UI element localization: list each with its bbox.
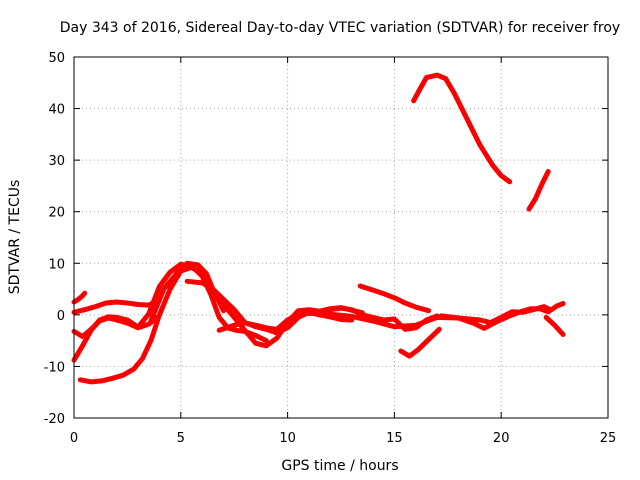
y-tick-label: -10 (44, 360, 65, 375)
series-marks-arc-4 (73, 263, 267, 361)
series-marks-arc-5 (80, 266, 363, 383)
series-arc-15 (543, 314, 566, 337)
series-marks-arc-12 (441, 302, 564, 329)
chart-title: Day 343 of 2016, Sidereal Day-to-day VTE… (60, 20, 620, 36)
y-tick-label: -20 (44, 412, 65, 427)
x-tick-label: 5 (177, 431, 185, 446)
series-arc-1 (71, 296, 162, 315)
series-layer (71, 72, 566, 385)
y-tick-label: 10 (48, 257, 65, 272)
x-tick-labels: 0 5 10 15 20 25 (70, 431, 616, 446)
y-tick-labels: -20 -10 0 10 20 30 40 50 (44, 51, 65, 427)
y-tick-label: 30 (48, 154, 65, 169)
ticks (73, 56, 609, 419)
x-tick-label: 15 (386, 431, 403, 446)
y-tick-label: 0 (57, 309, 65, 324)
y-tick-label: 40 (48, 103, 65, 118)
y-tick-label: 50 (48, 51, 65, 66)
x-tick-label: 25 (600, 431, 617, 446)
x-tick-label: 0 (70, 431, 78, 446)
series-marks-arc-11 (400, 328, 440, 357)
series-arc-13 (411, 72, 513, 185)
series-arc-2 (71, 290, 88, 305)
x-tick-label: 10 (279, 431, 296, 446)
series-arc-5 (77, 264, 365, 385)
x-tick-label: 20 (493, 431, 510, 446)
x-axis-label: GPS time / hours (281, 458, 398, 474)
series-marks-arc-14 (528, 171, 549, 210)
series-arc-10 (357, 283, 432, 314)
y-tick-label: 20 (48, 206, 65, 221)
y-axis-label: SDTVAR / TECUs (7, 180, 23, 295)
series-arc-11 (398, 326, 442, 359)
grid (74, 57, 608, 418)
series-marks-arc-6 (150, 262, 225, 322)
plot-frame (73, 56, 609, 419)
